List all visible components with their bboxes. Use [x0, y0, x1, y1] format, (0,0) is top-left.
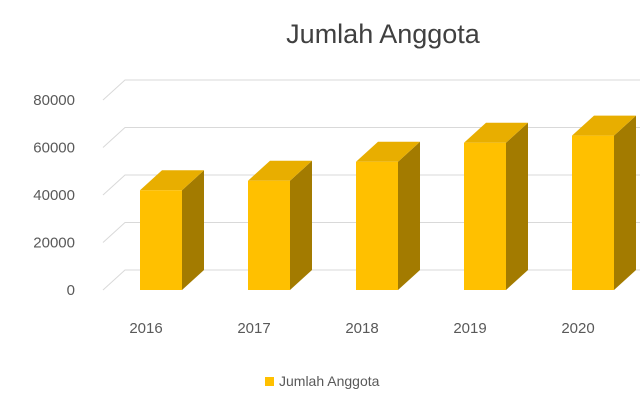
y-axis-ticks: 0 20000 40000 60000 80000: [33, 92, 75, 299]
bar-top: [356, 141, 420, 162]
bar: [572, 115, 636, 290]
gridline: [102, 127, 640, 148]
bar: [140, 170, 204, 290]
bar: [464, 122, 528, 290]
bar-front: [140, 190, 182, 290]
bar-top: [572, 115, 636, 136]
bar-top: [140, 170, 204, 191]
bar-front: [248, 180, 290, 290]
gridline: [102, 79, 640, 101]
bar-side: [182, 170, 204, 290]
bar-side: [506, 122, 528, 290]
x-tick-label: 2017: [237, 320, 270, 337]
y-tick-label: 20000: [33, 235, 75, 252]
x-tick-label: 2016: [129, 320, 162, 337]
bar-front: [572, 135, 614, 290]
bars: [140, 115, 636, 290]
bar-top: [248, 160, 312, 181]
x-tick-label: 2020: [561, 320, 594, 337]
x-tick-label: 2019: [453, 320, 486, 337]
x-axis-ticks: 2016 2017 2018 2019 2020: [129, 320, 594, 337]
bar-side: [614, 115, 636, 290]
y-tick-label: 80000: [33, 92, 75, 109]
legend: Jumlah Anggota: [265, 373, 380, 389]
bar: [248, 160, 312, 290]
legend-swatch: [265, 377, 274, 386]
x-tick-label: 2018: [345, 320, 378, 337]
bar-front: [356, 161, 398, 290]
legend-label: Jumlah Anggota: [279, 373, 380, 389]
bar-side: [290, 160, 312, 290]
bar-side: [398, 141, 420, 290]
bar: [356, 141, 420, 290]
bar-front: [464, 142, 506, 290]
chart-title: Jumlah Anggota: [286, 19, 481, 49]
y-tick-label: 40000: [33, 187, 75, 204]
y-tick-label: 60000: [33, 140, 75, 157]
bar-top: [464, 122, 528, 143]
y-tick-label: 0: [67, 282, 75, 299]
